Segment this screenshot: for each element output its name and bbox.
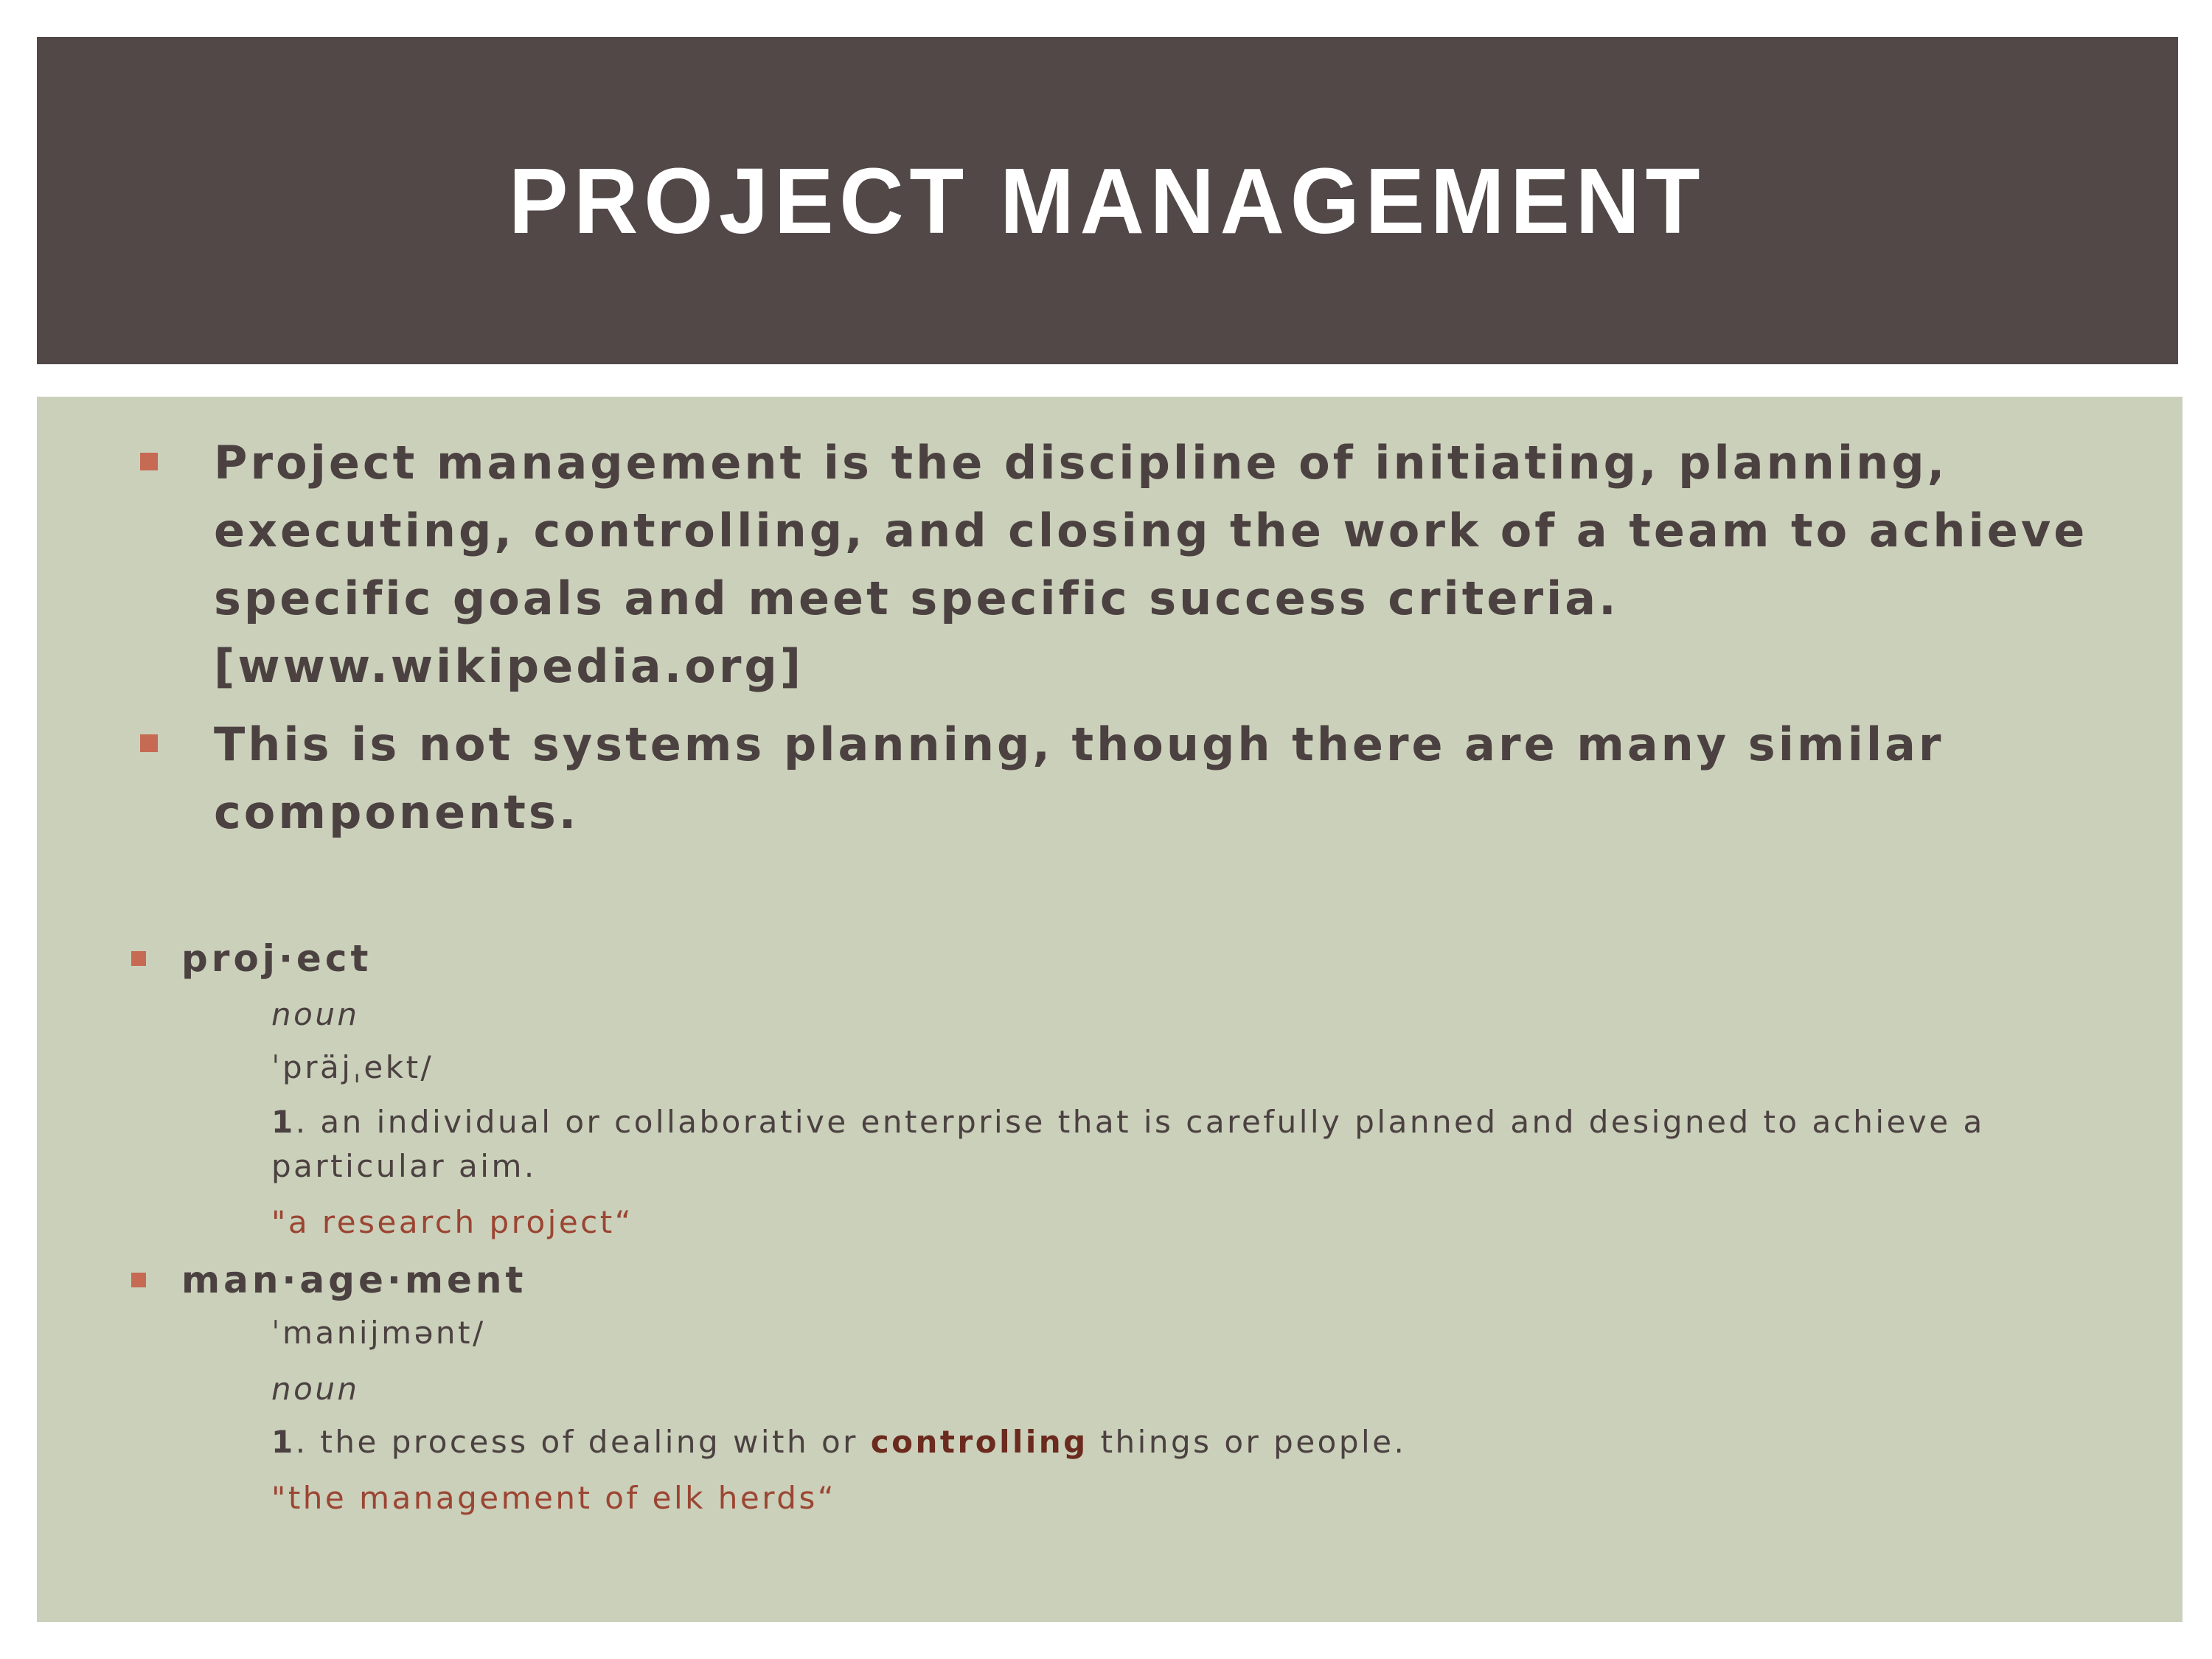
project-definition-text: . an individual or collaborative enterpr… (271, 1104, 1985, 1184)
slide-title: PROJECT MANAGEMENT (509, 148, 1706, 253)
term-project: proj·ect (181, 937, 372, 980)
bullet-square-icon (140, 734, 158, 752)
bullet-definition-text: Project management is the discipline of … (214, 436, 2088, 693)
management-definition-text-after: things or people. (1088, 1424, 1407, 1460)
management-pronunciation: ˈmanijmənt/ (271, 1315, 486, 1351)
term-management: man·age·ment (181, 1259, 527, 1301)
project-pronunciation: ˈpräjˌekt/ (271, 1049, 434, 1085)
project-part-of-speech: noun (271, 996, 360, 1032)
content-panel: Project management is the discipline of … (37, 397, 2183, 1622)
management-definition: 1. the process of dealing with or contro… (271, 1420, 2100, 1464)
management-part-of-speech: noun (271, 1371, 360, 1407)
management-example: "the management of elk herds“ (271, 1480, 837, 1516)
bullet-square-icon (140, 453, 158, 470)
bullet-square-icon (131, 1273, 146, 1287)
project-example: "a research project“ (271, 1204, 633, 1240)
project-definition-number: 1 (271, 1104, 296, 1140)
management-definition-emphasis: controlling (870, 1424, 1088, 1460)
bullet-note-text: This is not systems planning, though the… (214, 717, 1944, 839)
title-bar: PROJECT MANAGEMENT (37, 37, 2178, 364)
bullet-square-icon (131, 951, 146, 966)
management-definition-text-before: . the process of dealing with or (295, 1424, 871, 1460)
management-definition-number: 1 (271, 1424, 296, 1460)
project-definition: 1. an individual or collaborative enterp… (271, 1100, 2100, 1189)
